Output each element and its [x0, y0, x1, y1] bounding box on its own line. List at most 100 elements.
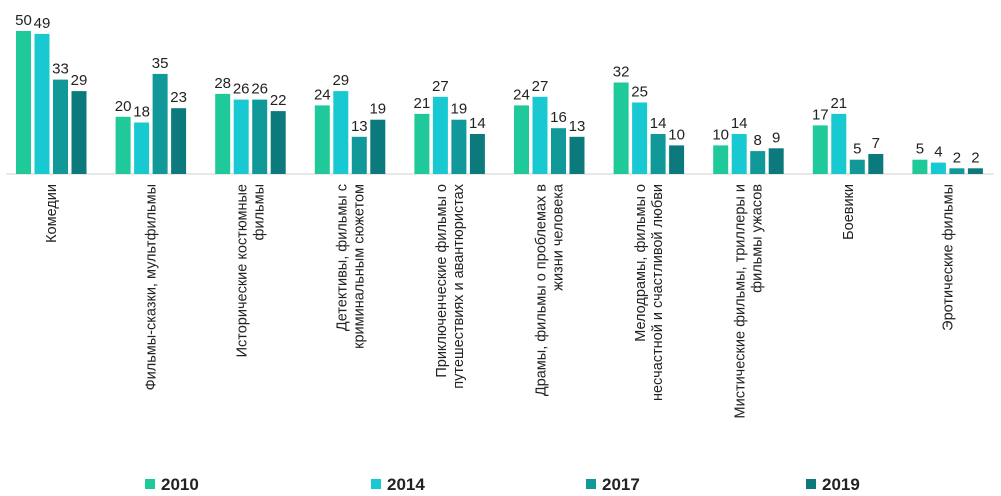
value-label-2019-cat-6: 10: [668, 126, 685, 143]
bar-2019-cat-0: [71, 91, 87, 174]
category-label-line: Комедии: [44, 184, 60, 243]
bar-2014-cat-3: [333, 91, 349, 174]
category-label-line: Драмы, фильмы о проблемах в: [534, 184, 550, 396]
value-label-2010-cat-2: 28: [214, 75, 231, 92]
value-label-2014-cat-8: 21: [830, 95, 847, 112]
value-label-2017-cat-4: 19: [451, 101, 468, 118]
bar-2019-cat-2: [270, 111, 286, 174]
value-label-2014-cat-3: 29: [332, 72, 349, 89]
value-label-2019-cat-0: 29: [71, 72, 88, 89]
value-label-2010-cat-3: 24: [314, 86, 331, 103]
bar-2017-cat-9: [949, 168, 965, 174]
bar-2010-cat-8: [812, 125, 828, 174]
bar-2017-cat-5: [551, 128, 566, 174]
value-label-2014-cat-5: 27: [532, 78, 549, 95]
category-label-8: Боевики: [841, 184, 857, 240]
bar-2010-cat-9: [912, 159, 928, 174]
bar-2019-cat-1: [171, 108, 187, 174]
value-label-2019-cat-3: 19: [369, 101, 386, 118]
legend: 2010 2014 2017 2019: [145, 475, 860, 494]
bar-2019-cat-6: [669, 145, 685, 174]
category-label-2: Исторические костюмные фильмы: [235, 184, 268, 357]
value-label-2010-cat-4: 21: [414, 95, 431, 112]
value-label-2017-cat-0: 33: [52, 61, 69, 78]
legend-label-2017: 2017: [602, 475, 640, 494]
value-label-2010-cat-1: 20: [115, 98, 132, 115]
bar-2010-cat-3: [314, 105, 330, 174]
category-labels-group: Комедии Фильмы-сказки, мультфильмы Историч…: [44, 183, 956, 418]
bar-2014-cat-4: [432, 96, 448, 174]
bar-2017-cat-8: [849, 159, 865, 174]
legend-swatch-2017: [586, 479, 596, 489]
bar-2014-cat-9: [930, 162, 946, 174]
bar-2010-cat-0: [16, 31, 31, 174]
category-label-line: Эротические фильмы: [940, 184, 956, 331]
bar-2017-cat-1: [152, 73, 168, 174]
value-label-2019-cat-9: 2: [971, 149, 979, 166]
value-label-2019-cat-7: 9: [772, 129, 780, 146]
bar-2017-cat-3: [351, 136, 367, 174]
category-label-line: несчастной и счастливой любви: [650, 184, 666, 401]
legend-swatch-2010: [145, 479, 155, 489]
bars-group: [16, 31, 983, 175]
category-label-5: Драмы, фильмы о проблемах в жизни человек…: [534, 183, 567, 396]
bar-2014-cat-7: [731, 134, 747, 174]
category-label-line: Мелодрамы, фильмы о: [633, 184, 649, 342]
bar-2019-cat-5: [569, 136, 585, 174]
bar-2019-cat-7: [768, 148, 784, 174]
category-label-3: Детективы, фильмы с криминальным сюжетом: [334, 184, 367, 349]
category-label-line: Боевики: [841, 184, 857, 240]
value-label-2017-cat-1: 35: [152, 55, 169, 72]
category-label-line: Фильмы-сказки, мультфильмы: [144, 184, 160, 390]
legend-label-2010: 2010: [161, 475, 199, 494]
value-label-2019-cat-5: 13: [569, 118, 586, 135]
value-label-2014-cat-0: 49: [34, 15, 51, 32]
bar-2017-cat-4: [451, 119, 467, 174]
bar-2019-cat-4: [469, 134, 485, 174]
bar-2010-cat-6: [613, 82, 629, 174]
value-label-2019-cat-1: 23: [170, 89, 187, 106]
value-label-2019-cat-2: 22: [270, 92, 287, 109]
category-label-line: фильмы: [252, 184, 268, 240]
bar-2014-cat-5: [532, 96, 548, 174]
value-label-2010-cat-9: 5: [916, 141, 924, 158]
value-label-2017-cat-3: 13: [351, 118, 368, 135]
value-label-2017-cat-6: 14: [650, 115, 667, 132]
category-label-line: Детективы, фильмы с: [334, 184, 350, 331]
category-label-line: путешествиях и авантюристах: [451, 183, 467, 388]
bar-2010-cat-7: [713, 145, 729, 174]
value-label-2010-cat-6: 32: [613, 64, 630, 81]
value-label-2017-cat-9: 2: [953, 149, 961, 166]
value-label-2014-cat-1: 18: [133, 104, 150, 121]
bar-2014-cat-1: [134, 122, 150, 174]
value-label-2010-cat-0: 50: [15, 12, 32, 29]
category-label-1: Фильмы-сказки, мультфильмы: [144, 184, 160, 390]
legend-swatch-2014: [371, 479, 381, 489]
category-label-line: криминальным сюжетом: [351, 184, 367, 349]
category-label-9: Эротические фильмы: [940, 184, 956, 331]
value-label-2017-cat-8: 5: [853, 141, 861, 158]
bar-2017-cat-7: [750, 151, 766, 174]
category-label-line: Приключенческие фильмы о: [434, 184, 450, 378]
value-label-2019-cat-4: 14: [469, 115, 486, 132]
category-label-4: Приключенческие фильмы о путешествиях и а…: [434, 183, 467, 388]
value-label-2017-cat-5: 16: [550, 109, 567, 126]
bar-2014-cat-2: [233, 99, 249, 174]
bar-2014-cat-6: [632, 102, 648, 174]
bar-2010-cat-2: [215, 93, 231, 174]
value-label-2010-cat-5: 24: [513, 86, 530, 103]
bar-2017-cat-6: [650, 134, 666, 174]
bar-2010-cat-5: [514, 105, 529, 174]
bar-2017-cat-2: [252, 99, 268, 174]
bar-2019-cat-3: [370, 119, 386, 174]
value-label-2014-cat-6: 25: [631, 84, 648, 101]
legend-swatch-2019: [806, 479, 816, 489]
value-label-2014-cat-9: 4: [934, 144, 942, 161]
category-label-line: жизни человека: [551, 183, 567, 291]
value-label-2010-cat-8: 17: [812, 106, 829, 123]
bar-2014-cat-8: [831, 113, 847, 174]
category-label-0: Комедии: [44, 184, 60, 243]
legend-label-2019: 2019: [822, 475, 860, 494]
value-label-2017-cat-7: 8: [754, 132, 762, 149]
bar-2017-cat-0: [53, 79, 68, 174]
